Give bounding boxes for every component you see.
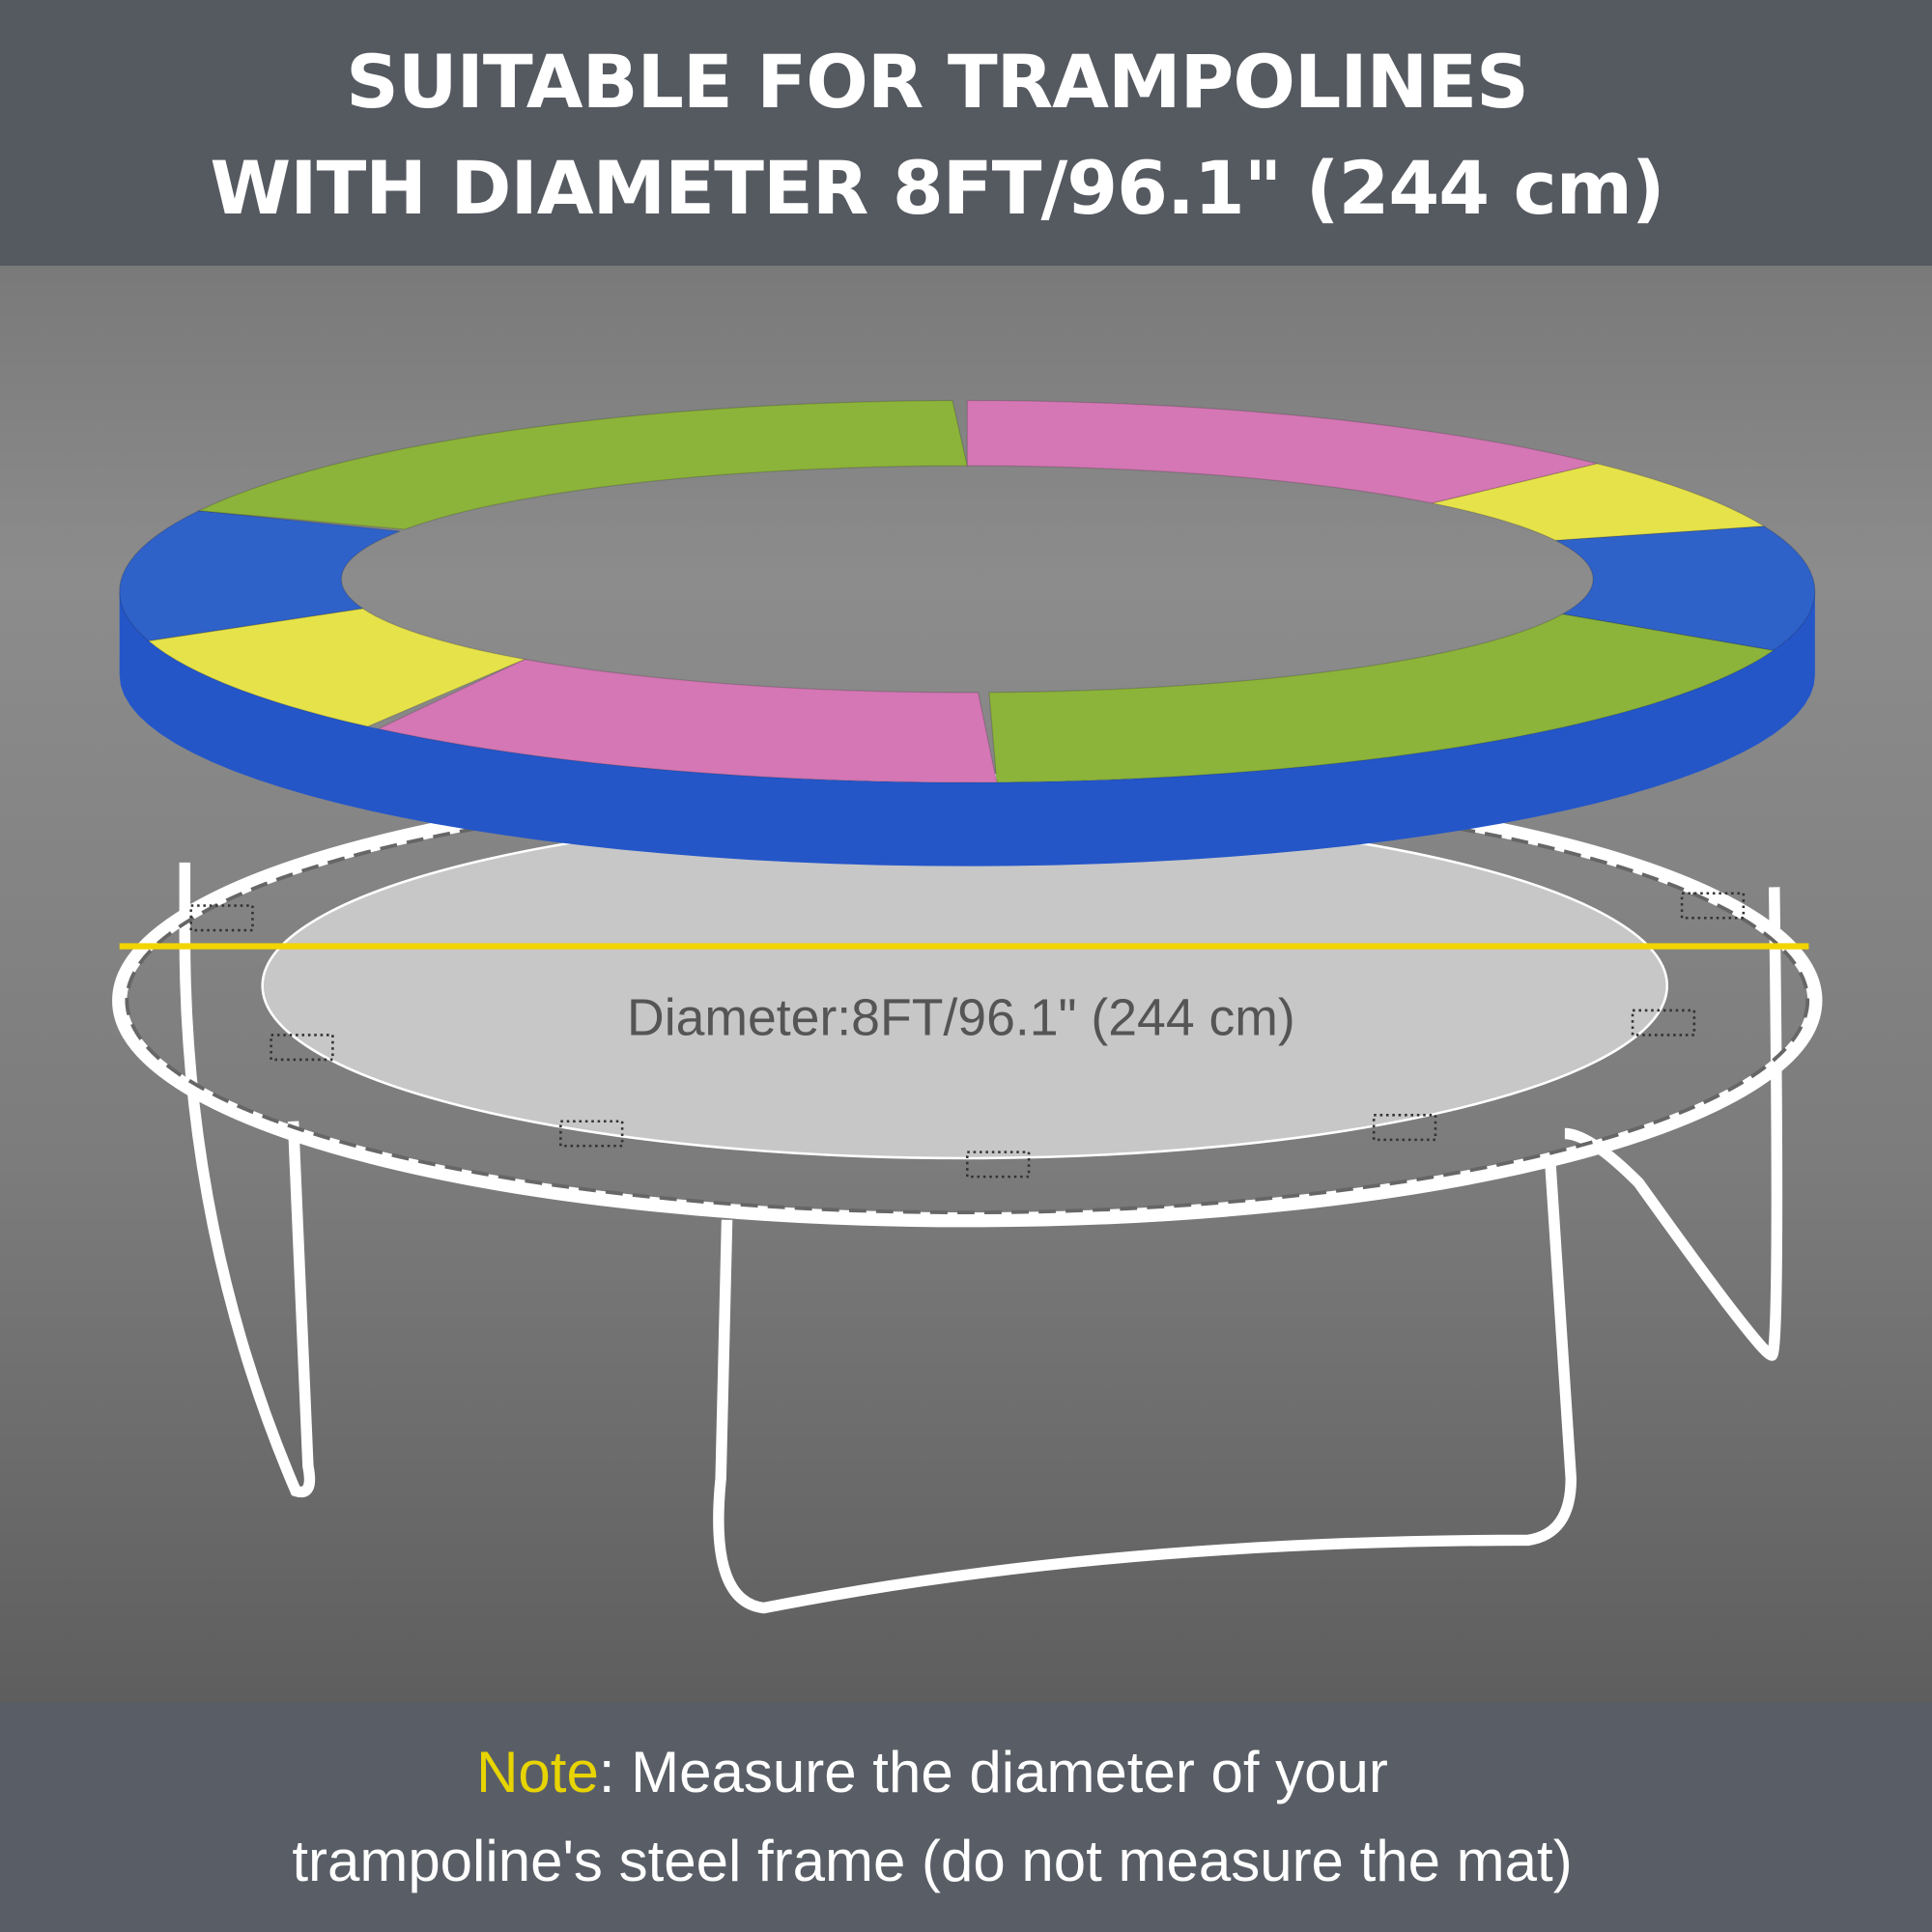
- leg: [713, 1157, 1577, 1614]
- spring: [1631, 1009, 1696, 1037]
- pad-segment: [196, 399, 969, 530]
- trampoline-frame: Diameter:8FT/96.1" (244 cm): [112, 774, 1823, 1614]
- title-banner: SUITABLE FOR TRAMPOLINES WITH DIAMETER 8…: [0, 0, 1932, 266]
- pad-segment: [147, 608, 527, 727]
- note-line-2: trampoline's steel frame (do not measure…: [292, 1829, 1573, 1893]
- note-label: Note: [476, 1740, 599, 1804]
- note-banner: Note: Measure the diameter of your tramp…: [0, 1702, 1932, 1932]
- pad-segment: [1432, 463, 1767, 542]
- pad-segment: [1552, 525, 1816, 652]
- leg: [179, 862, 316, 1498]
- diameter-label: Diameter:8FT/96.1" (244 cm): [627, 989, 1295, 1046]
- title-line-2: WITH DIAMETER 8FT/96.1" (244 cm): [210, 145, 1664, 231]
- note-line-1: Note: Measure the diameter of your: [0, 1739, 1864, 1805]
- pad-segment: [376, 658, 998, 783]
- spring: [189, 904, 254, 932]
- pad-segment: [988, 613, 1776, 783]
- pad-segment: [119, 510, 401, 642]
- leg: [1564, 887, 1783, 1361]
- spring: [1680, 892, 1746, 920]
- frame-ring-dash: [125, 786, 1810, 1215]
- pad-side: [119, 591, 1815, 867]
- note-text-1: : Measure the diameter of your: [598, 1740, 1388, 1804]
- title-line-1: SUITABLE FOR TRAMPOLINES: [346, 39, 1529, 125]
- frame-pad: [119, 399, 1816, 867]
